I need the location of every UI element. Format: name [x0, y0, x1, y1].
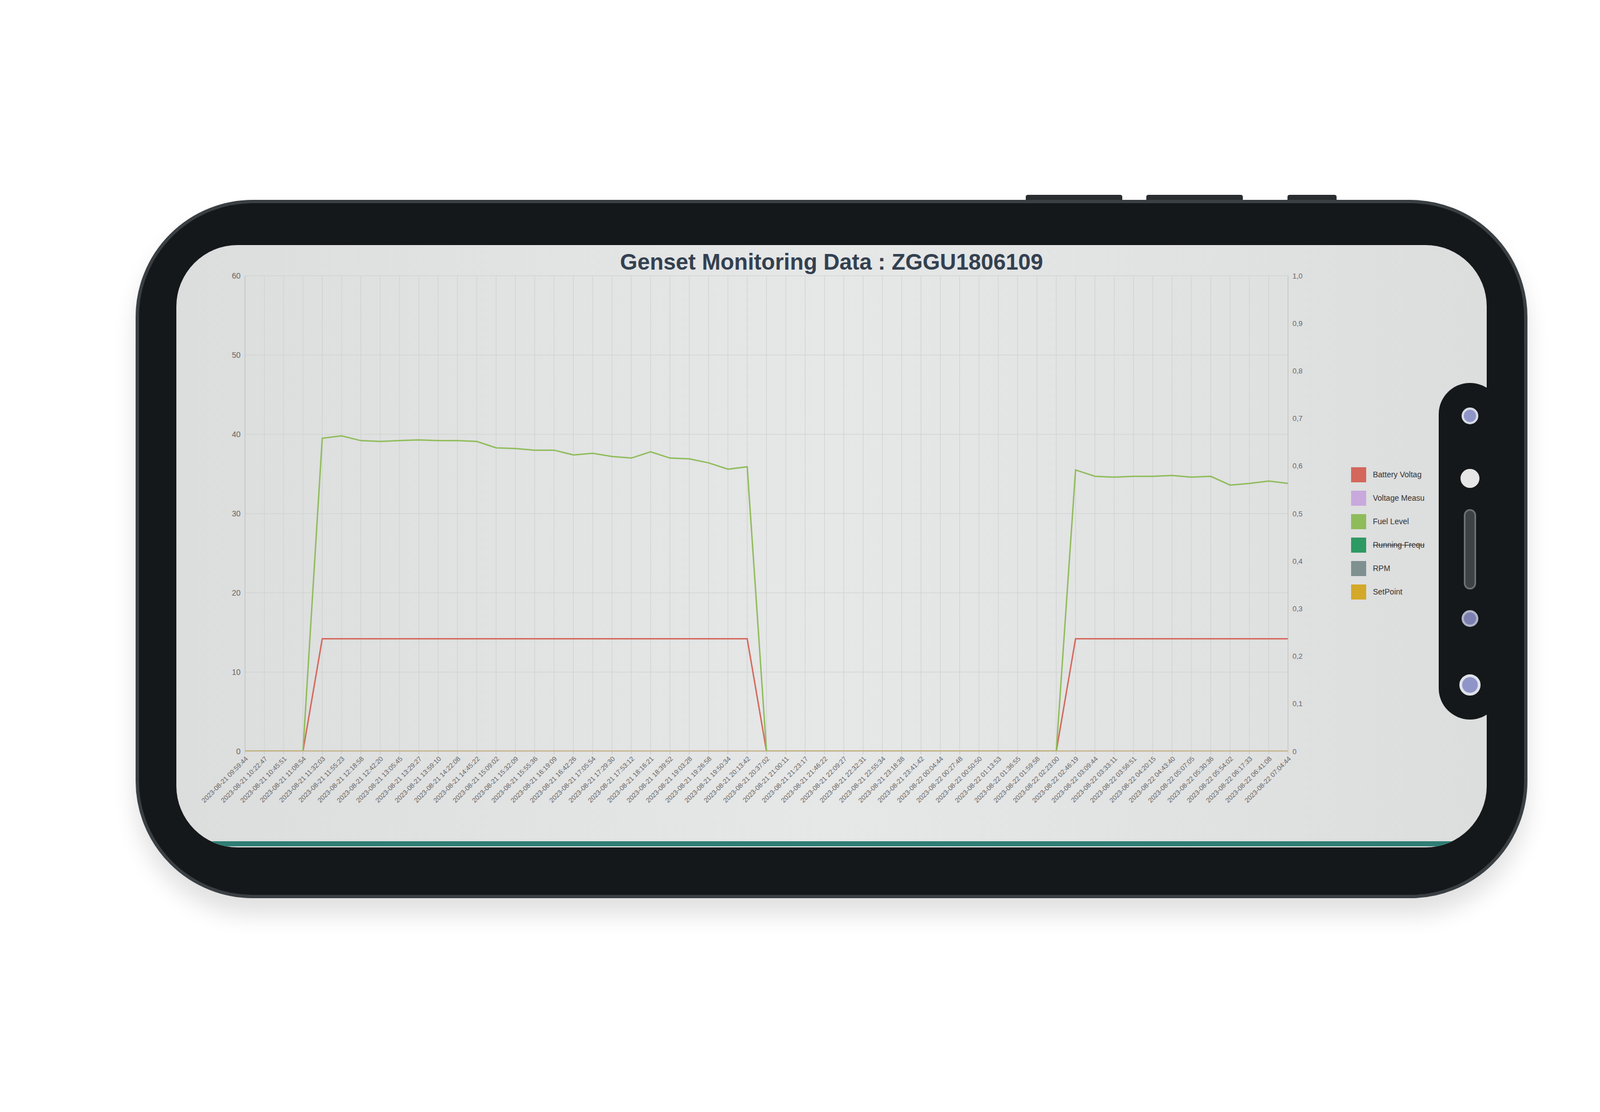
svg-text:0: 0	[236, 746, 241, 756]
svg-text:2023-08-22 01:13:53: 2023-08-22 01:13:53	[953, 754, 1003, 805]
html-text:Voltage Measu: Voltage Measu	[1372, 493, 1425, 503]
svg-text:2023-08-21 20:13:42: 2023-08-21 20:13:42	[702, 754, 752, 805]
svg-text:2023-08-21 22:09:27: 2023-08-21 22:09:27	[798, 754, 849, 805]
svg-text:2023-08-21 16:19:09: 2023-08-21 16:19:09	[509, 754, 559, 805]
svg-text:2023-08-21 17:29:30: 2023-08-21 17:29:30	[567, 754, 617, 805]
html-text:Battery Voltag: Battery Voltag	[1372, 469, 1422, 479]
svg-text:2023-08-22 04:20:15: 2023-08-22 04:20:15	[1107, 754, 1158, 805]
svg-text:2023-08-21 17:53:12: 2023-08-21 17:53:12	[586, 754, 636, 805]
svg-text:2023-08-21 18:16:21: 2023-08-21 18:16:21	[605, 754, 656, 805]
svg-text:2023-08-21 11:55:23: 2023-08-21 11:55:23	[296, 754, 347, 804]
svg-text:2023-08-21 22:32:31: 2023-08-21 22:32:31	[818, 754, 868, 805]
svg-text:2023-08-22 01:59:58: 2023-08-22 01:59:58	[991, 754, 1042, 805]
svg-text:2023-08-21 12:42:20: 2023-08-21 12:42:20	[335, 754, 385, 805]
html-text:SetPoint: SetPoint	[1372, 587, 1403, 597]
html-text:Running Frequ: Running Frequ	[1372, 540, 1425, 550]
svg-text:0,9: 0,9	[1292, 319, 1303, 328]
svg-text:2023-08-21 10:22:47: 2023-08-21 10:22:47	[219, 754, 269, 805]
svg-text:2023-08-21 11:08:54: 2023-08-21 11:08:54	[258, 754, 308, 804]
svg-text:2023-08-22 01:36:55: 2023-08-22 01:36:55	[972, 754, 1023, 805]
svg-text:2023-08-21 18:39:52: 2023-08-21 18:39:52	[624, 754, 675, 805]
svg-text:2023-08-21 19:26:58: 2023-08-21 19:26:58	[663, 754, 714, 805]
svg-text:0,4: 0,4	[1292, 556, 1303, 566]
svg-text:2023-08-21 21:23:17: 2023-08-21 21:23:17	[760, 754, 810, 805]
svg-text:1,0: 1,0	[1292, 271, 1303, 281]
svg-text:2023-08-21 15:09:02: 2023-08-21 15:09:02	[451, 754, 501, 805]
svg-text:2023-08-22 05:30:36: 2023-08-22 05:30:36	[1165, 754, 1216, 805]
svg-text:2023-08-21 12:18:58: 2023-08-21 12:18:58	[315, 754, 366, 805]
svg-text:2023-08-22 00:04:44: 2023-08-22 00:04:44	[895, 754, 945, 805]
svg-text:2023-08-21 13:59:10: 2023-08-21 13:59:10	[393, 754, 443, 805]
svg-text:2023-08-22 05:54:02: 2023-08-22 05:54:02	[1185, 754, 1235, 805]
svg-text:60: 60	[231, 271, 241, 281]
svg-text:40: 40	[231, 429, 241, 439]
svg-text:2023-08-21 13:05:45: 2023-08-21 13:05:45	[354, 754, 405, 805]
svg-text:2023-08-21 09:59:44: 2023-08-21 09:59:44	[200, 754, 250, 805]
svg-text:2023-08-21 23:41:42: 2023-08-21 23:41:42	[876, 754, 926, 805]
svg-text:2023-08-22 06:17:33: 2023-08-22 06:17:33	[1204, 754, 1254, 805]
svg-text:2023-08-21 16:42:26: 2023-08-21 16:42:26	[528, 754, 578, 805]
svg-text:0,6: 0,6	[1292, 461, 1303, 470]
svg-text:2023-08-22 00:50:50: 2023-08-22 00:50:50	[934, 754, 984, 805]
html-text:Fuel Level: Fuel Level	[1372, 516, 1409, 526]
svg-text:2023-08-21 10:45:51: 2023-08-21 10:45:51	[238, 754, 289, 805]
svg-text:2023-08-21 21:46:22: 2023-08-21 21:46:22	[779, 754, 830, 805]
html-text:RPM: RPM	[1372, 563, 1391, 573]
svg-text:2023-08-21 17:05:54: 2023-08-21 17:05:54	[547, 754, 598, 805]
svg-text:2023-08-22 04:43:40: 2023-08-22 04:43:40	[1127, 754, 1177, 805]
svg-text:0,2: 0,2	[1292, 651, 1303, 661]
svg-text:2023-08-21 21:00:11: 2023-08-21 21:00:11	[741, 754, 791, 804]
svg-text:2023-08-21 11:32:03: 2023-08-21 11:32:03	[277, 754, 327, 804]
svg-text:2023-08-22 03:09:44: 2023-08-22 03:09:44	[1049, 754, 1100, 805]
html-text:Genset Monitoring Data : ZGGU1: Genset Monitoring Data : ZGGU1806109	[620, 249, 1044, 275]
svg-text:50: 50	[231, 350, 241, 360]
svg-text:2023-08-22 02:23:00: 2023-08-22 02:23:00	[1011, 754, 1061, 805]
svg-text:2023-08-22 00:27:48: 2023-08-22 00:27:48	[914, 754, 965, 805]
svg-text:2023-08-21 14:22:08: 2023-08-21 14:22:08	[412, 754, 463, 805]
svg-text:10: 10	[231, 667, 241, 677]
svg-text:2023-08-22 06:41:08: 2023-08-22 06:41:08	[1223, 754, 1274, 805]
svg-text:2023-08-22 07:04:44: 2023-08-22 07:04:44	[1242, 754, 1293, 805]
svg-text:0,8: 0,8	[1292, 366, 1303, 376]
svg-text:0,3: 0,3	[1292, 604, 1303, 613]
svg-text:0: 0	[1292, 747, 1297, 756]
svg-text:20: 20	[231, 588, 241, 598]
svg-text:2023-08-21 15:32:09: 2023-08-21 15:32:09	[470, 754, 520, 805]
svg-text:2023-08-22 02:46:19: 2023-08-22 02:46:19	[1030, 754, 1081, 805]
svg-text:2023-08-21 13:29:27: 2023-08-21 13:29:27	[373, 754, 424, 805]
svg-text:0,1: 0,1	[1292, 699, 1303, 708]
svg-text:2023-08-21 19:50:34: 2023-08-21 19:50:34	[682, 754, 733, 805]
svg-text:2023-08-22 03:56:51: 2023-08-22 03:56:51	[1088, 754, 1139, 805]
svg-text:2023-08-22 03:33:11: 2023-08-22 03:33:11	[1069, 754, 1119, 804]
svg-text:2023-08-21 19:03:28: 2023-08-21 19:03:28	[644, 754, 694, 805]
svg-text:0,5: 0,5	[1292, 509, 1303, 518]
svg-text:0,7: 0,7	[1292, 414, 1303, 423]
svg-text:2023-08-21 20:37:02: 2023-08-21 20:37:02	[721, 754, 772, 805]
svg-text:2023-08-21 15:55:36: 2023-08-21 15:55:36	[489, 754, 540, 805]
svg-text:2023-08-21 22:55:34: 2023-08-21 22:55:34	[837, 754, 887, 805]
svg-text:2023-08-21 23:18:38: 2023-08-21 23:18:38	[856, 754, 907, 805]
svg-text:2023-08-21 14:45:22: 2023-08-21 14:45:22	[431, 754, 482, 805]
svg-text:30: 30	[231, 508, 241, 518]
svg-text:2023-08-22 05:07:05: 2023-08-22 05:07:05	[1146, 754, 1197, 805]
